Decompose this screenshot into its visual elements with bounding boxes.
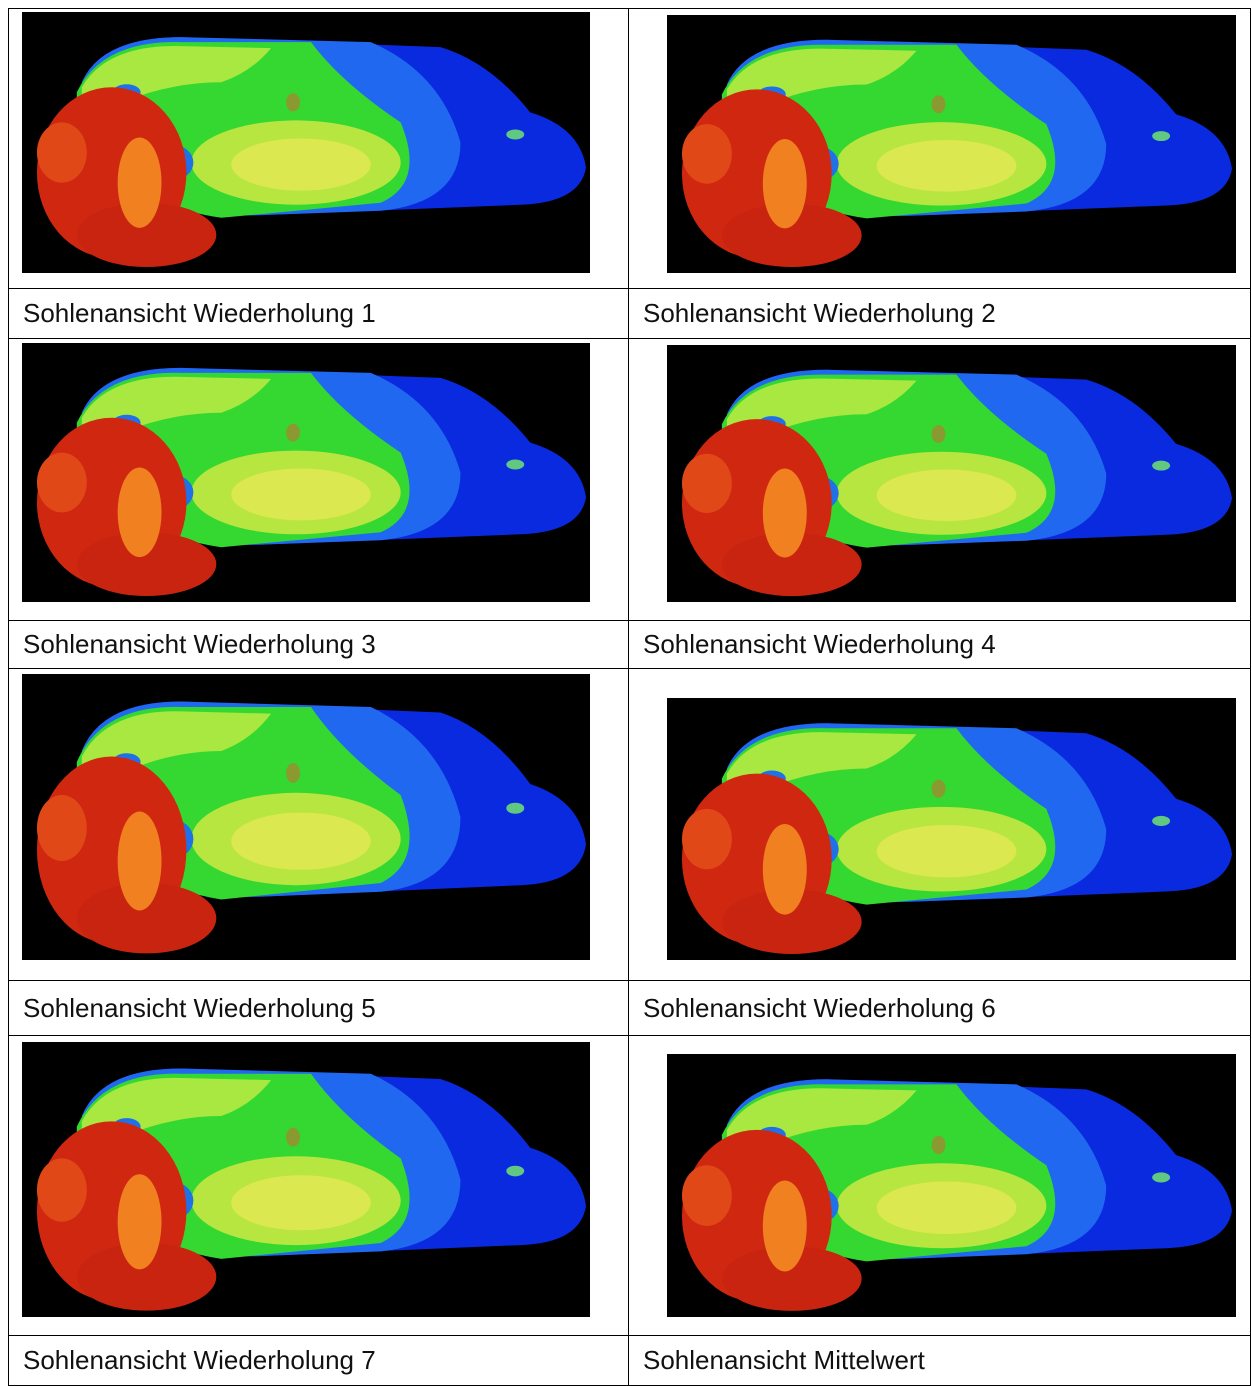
image-cell: [8, 1035, 629, 1336]
image-cell: [628, 1035, 1251, 1336]
pressure-map: [667, 345, 1236, 602]
caption: Sohlenansicht Mittelwert: [628, 1335, 1251, 1386]
caption: Sohlenansicht Wiederholung 3: [8, 620, 629, 669]
pressure-map: [667, 1054, 1236, 1317]
caption: Sohlenansicht Wiederholung 5: [8, 980, 629, 1036]
caption: Sohlenansicht Wiederholung 1: [8, 288, 629, 339]
image-cell: [628, 668, 1251, 981]
image-cell: [628, 8, 1251, 289]
image-table: Sohlenansicht Wiederholung 1 Sohlenansic…: [8, 8, 1251, 1386]
pressure-map: [22, 674, 590, 960]
pressure-map: [22, 1042, 590, 1317]
image-cell: [8, 668, 629, 981]
caption: Sohlenansicht Wiederholung 7: [8, 1335, 629, 1386]
pressure-map: [22, 12, 590, 273]
caption: Sohlenansicht Wiederholung 4: [628, 620, 1251, 669]
pressure-map: [667, 698, 1236, 960]
caption: Sohlenansicht Wiederholung 6: [628, 980, 1251, 1036]
image-cell: [8, 8, 629, 289]
pressure-map: [667, 15, 1236, 273]
image-cell: [8, 338, 629, 621]
image-cell: [628, 338, 1251, 621]
caption: Sohlenansicht Wiederholung 2: [628, 288, 1251, 339]
pressure-map: [22, 343, 590, 602]
